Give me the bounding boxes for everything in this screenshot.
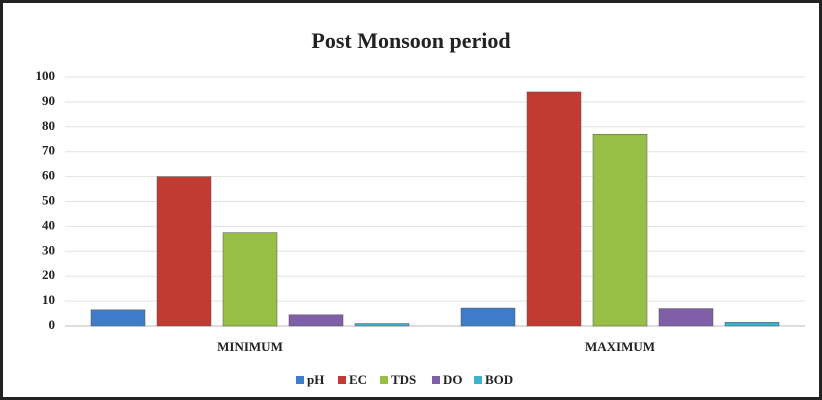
bar bbox=[354, 323, 410, 327]
chart-title: Post Monsoon period bbox=[311, 28, 510, 53]
bar bbox=[592, 134, 648, 327]
legend-label: EC bbox=[349, 372, 367, 387]
y-tick-label: 0 bbox=[49, 317, 56, 332]
legend-label: TDS bbox=[391, 372, 416, 387]
bar bbox=[724, 322, 780, 327]
legend-swatch bbox=[338, 376, 346, 384]
bar bbox=[156, 176, 212, 327]
legend-swatch bbox=[380, 376, 388, 384]
x-tick-label: MINIMUM bbox=[217, 339, 283, 354]
y-tick-label: 70 bbox=[42, 143, 55, 158]
legend-label: pH bbox=[307, 372, 324, 387]
bar bbox=[288, 314, 344, 327]
y-tick-label: 60 bbox=[42, 168, 55, 183]
bar bbox=[222, 232, 278, 327]
y-tick-label: 50 bbox=[42, 192, 55, 207]
legend-swatch bbox=[432, 376, 440, 384]
legend-label: DO bbox=[443, 372, 463, 387]
y-tick-label: 10 bbox=[42, 292, 55, 307]
legend-swatch bbox=[474, 376, 482, 384]
bar bbox=[460, 307, 516, 327]
y-tick-label: 80 bbox=[42, 118, 55, 133]
x-tick-label: MAXIMUM bbox=[585, 339, 655, 354]
y-tick-label: 100 bbox=[36, 68, 56, 83]
y-tick-label: 20 bbox=[42, 267, 55, 282]
bar bbox=[658, 308, 714, 327]
y-tick-label: 40 bbox=[42, 217, 55, 232]
y-tick-label: 90 bbox=[42, 93, 55, 108]
bar bbox=[90, 309, 146, 327]
legend-swatch bbox=[296, 376, 304, 384]
y-tick-label: 30 bbox=[42, 242, 55, 257]
legend-label: BOD bbox=[485, 372, 513, 387]
bar bbox=[526, 91, 582, 327]
